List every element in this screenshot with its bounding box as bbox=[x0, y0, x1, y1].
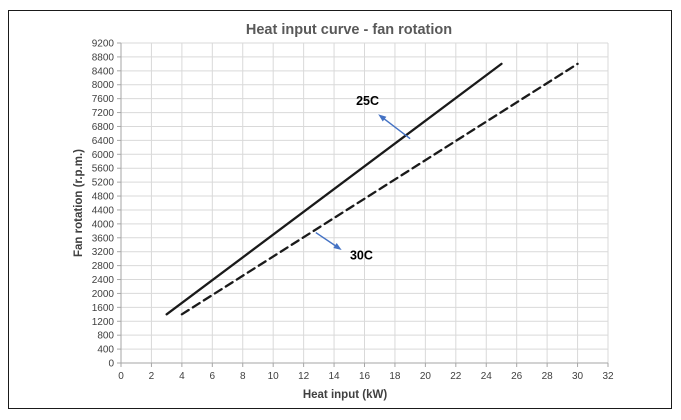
x-tick-label: 16 bbox=[359, 371, 371, 382]
annotation-arrow bbox=[382, 117, 411, 140]
annotation-arrow bbox=[315, 231, 338, 248]
y-tick-label: 2000 bbox=[92, 289, 115, 300]
y-tick-label: 4800 bbox=[92, 192, 115, 203]
series-line-25C bbox=[165, 62, 503, 316]
y-tick-label: 6800 bbox=[92, 122, 115, 133]
y-axis-title: Fan rotation (r.p.m.) bbox=[73, 149, 85, 257]
x-tick-label: 8 bbox=[240, 371, 246, 382]
y-tick-label: 6000 bbox=[92, 150, 115, 161]
y-tick-label: 3200 bbox=[92, 247, 115, 258]
series-line-30C bbox=[180, 62, 579, 316]
chart-title: Heat input curve - fan rotation bbox=[245, 22, 453, 38]
y-tick-label: 5600 bbox=[92, 164, 115, 175]
y-tick-label: 8800 bbox=[92, 52, 115, 63]
x-tick-label: 10 bbox=[268, 371, 280, 382]
y-tick-label: 2800 bbox=[92, 261, 115, 272]
x-tick-label: 22 bbox=[450, 371, 462, 382]
y-tick-label: 400 bbox=[97, 345, 114, 356]
y-tick-label: 1200 bbox=[92, 317, 115, 328]
x-tick-label: 14 bbox=[329, 371, 341, 382]
x-tick-label: 0 bbox=[118, 371, 124, 382]
x-tick-label: 6 bbox=[210, 371, 216, 382]
y-tick-label: 4400 bbox=[92, 205, 115, 216]
y-tick-label: 8000 bbox=[92, 80, 115, 91]
annotation-arrowhead bbox=[333, 243, 342, 250]
y-tick-label: 7600 bbox=[92, 94, 115, 105]
x-tick-label: 26 bbox=[511, 371, 523, 382]
x-tick-label: 18 bbox=[389, 371, 401, 382]
y-tick-label: 4000 bbox=[92, 219, 115, 230]
x-tick-label: 12 bbox=[298, 371, 310, 382]
y-tick-label: 0 bbox=[108, 359, 114, 370]
annotation-label: 25C bbox=[356, 94, 379, 108]
x-tick-label: 2 bbox=[149, 371, 155, 382]
y-tick-label: 5200 bbox=[92, 178, 115, 189]
x-tick-label: 20 bbox=[420, 371, 432, 382]
x-tick-label: 30 bbox=[572, 371, 584, 382]
y-tick-label: 8400 bbox=[92, 66, 115, 77]
x-tick-label: 28 bbox=[542, 371, 554, 382]
annotation-label: 30C bbox=[350, 249, 373, 263]
y-tick-label: 1600 bbox=[92, 303, 115, 314]
y-tick-label: 3600 bbox=[92, 233, 115, 244]
x-tick-label: 32 bbox=[602, 371, 614, 382]
x-tick-label: 24 bbox=[481, 371, 493, 382]
y-tick-label: 800 bbox=[97, 331, 114, 342]
x-axis-title: Heat input (kW) bbox=[302, 389, 388, 401]
y-tick-label: 9200 bbox=[92, 39, 115, 50]
x-tick-label: 4 bbox=[179, 371, 185, 382]
y-tick-label: 2400 bbox=[92, 275, 115, 286]
annotation-arrowhead bbox=[378, 114, 387, 122]
y-tick-label: 7200 bbox=[92, 108, 115, 119]
y-tick-label: 6400 bbox=[92, 136, 115, 147]
